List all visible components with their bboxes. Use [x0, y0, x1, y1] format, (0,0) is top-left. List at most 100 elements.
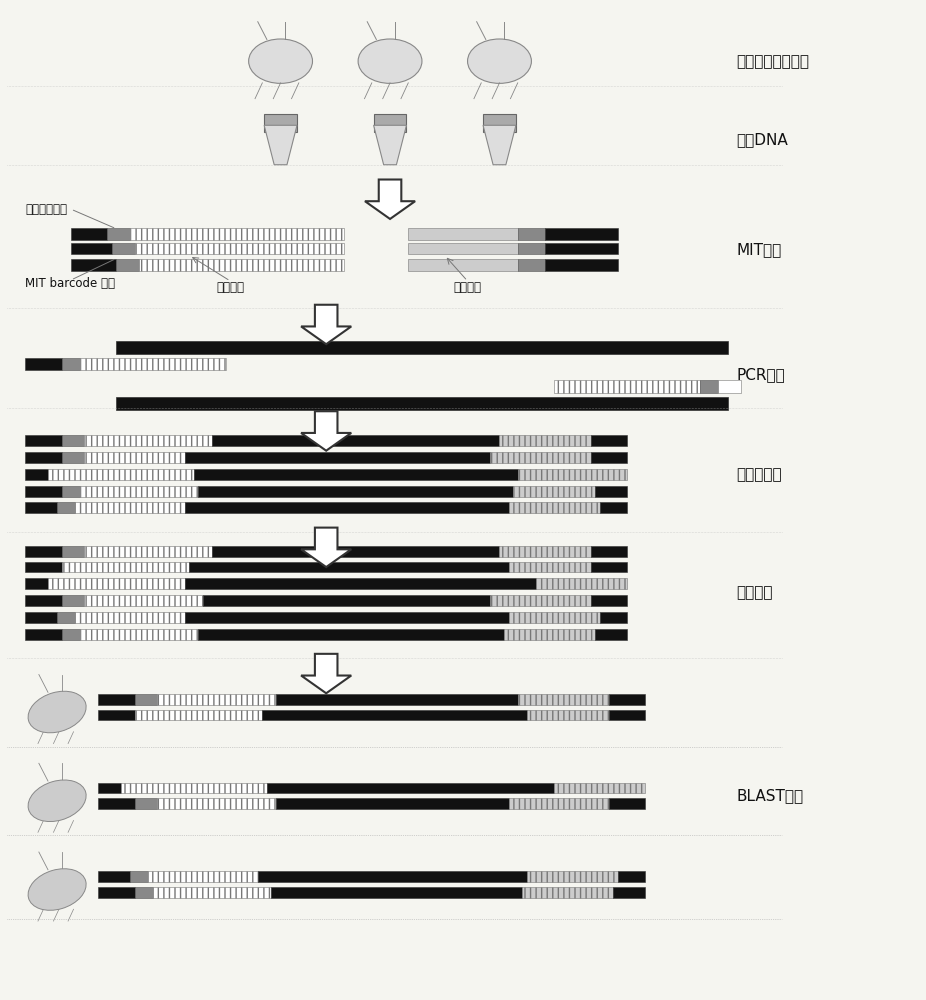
Bar	[522, 887, 614, 898]
Bar	[62, 595, 84, 606]
Bar	[373, 114, 407, 132]
Bar	[157, 798, 276, 809]
Bar	[408, 243, 518, 254]
Bar	[508, 562, 591, 572]
Bar	[555, 380, 700, 393]
Text: MIT引物: MIT引物	[737, 242, 782, 257]
Bar	[130, 228, 344, 240]
Bar	[194, 469, 518, 480]
Bar	[600, 612, 627, 623]
Bar	[591, 546, 627, 557]
Bar	[408, 228, 518, 240]
Bar	[134, 798, 157, 809]
Bar	[62, 452, 84, 463]
Bar	[527, 871, 618, 882]
Bar	[499, 546, 591, 557]
Bar	[80, 629, 198, 640]
Bar	[117, 341, 728, 354]
Bar	[117, 259, 139, 271]
Bar	[609, 798, 645, 809]
Bar	[70, 228, 107, 240]
Bar	[499, 435, 591, 446]
Bar	[98, 798, 134, 809]
Ellipse shape	[28, 869, 86, 910]
Bar	[203, 595, 491, 606]
Bar	[527, 710, 609, 720]
Bar	[264, 114, 297, 132]
Bar	[198, 486, 513, 497]
Text: 测序接头序列: 测序接头序列	[25, 203, 68, 216]
Text: 下游引物: 下游引物	[454, 281, 482, 294]
Bar	[130, 871, 148, 882]
Bar	[84, 595, 203, 606]
Bar	[25, 486, 62, 497]
Bar	[518, 259, 545, 271]
Bar	[536, 578, 627, 589]
Bar	[198, 629, 504, 640]
Polygon shape	[373, 125, 407, 165]
Bar	[25, 612, 57, 623]
Ellipse shape	[249, 39, 312, 83]
Bar	[134, 710, 262, 720]
Bar	[267, 783, 555, 793]
Bar	[139, 259, 344, 271]
Bar	[518, 469, 627, 480]
Polygon shape	[301, 305, 351, 344]
Bar	[62, 486, 80, 497]
Text: PCR扩增: PCR扩增	[737, 367, 785, 382]
Bar	[257, 871, 527, 882]
Bar	[80, 358, 226, 370]
Bar	[408, 259, 518, 271]
Bar	[134, 694, 157, 705]
Text: 序列处理: 序列处理	[737, 585, 773, 600]
Bar	[504, 629, 595, 640]
Bar	[276, 694, 518, 705]
Bar	[719, 380, 741, 393]
Bar	[185, 452, 491, 463]
Bar	[591, 452, 627, 463]
Bar	[700, 380, 719, 393]
Bar	[508, 612, 600, 623]
Bar	[70, 259, 117, 271]
Text: 挑选单只浮游动物: 挑选单只浮游动物	[737, 54, 809, 69]
Bar	[591, 435, 627, 446]
Bar	[25, 562, 62, 572]
Polygon shape	[301, 411, 351, 451]
Bar	[518, 243, 545, 254]
Bar	[25, 469, 48, 480]
Bar	[271, 887, 522, 898]
Bar	[513, 486, 595, 497]
Bar	[545, 243, 618, 254]
Bar	[212, 546, 499, 557]
Bar	[189, 562, 508, 572]
Bar	[48, 469, 194, 480]
Text: 高通量测序: 高通量测序	[737, 467, 782, 482]
Bar	[262, 710, 527, 720]
Ellipse shape	[28, 780, 86, 822]
Bar	[185, 502, 508, 513]
Text: 上游引物: 上游引物	[217, 281, 244, 294]
Bar	[276, 798, 508, 809]
Bar	[618, 871, 645, 882]
Ellipse shape	[28, 691, 86, 733]
Bar	[25, 546, 62, 557]
Ellipse shape	[468, 39, 532, 83]
Bar	[591, 562, 627, 572]
Bar	[98, 694, 134, 705]
Bar	[157, 694, 276, 705]
Bar	[62, 435, 84, 446]
Bar	[121, 783, 267, 793]
Text: MIT barcode 序列: MIT barcode 序列	[25, 277, 115, 290]
Bar	[591, 595, 627, 606]
Bar	[25, 629, 62, 640]
Bar	[491, 452, 591, 463]
Bar	[508, 502, 600, 513]
Bar	[134, 887, 153, 898]
Bar	[148, 871, 257, 882]
Bar	[595, 629, 627, 640]
Bar	[98, 887, 134, 898]
Bar	[84, 546, 212, 557]
Bar	[518, 694, 609, 705]
Bar	[185, 612, 508, 623]
Bar	[25, 452, 62, 463]
